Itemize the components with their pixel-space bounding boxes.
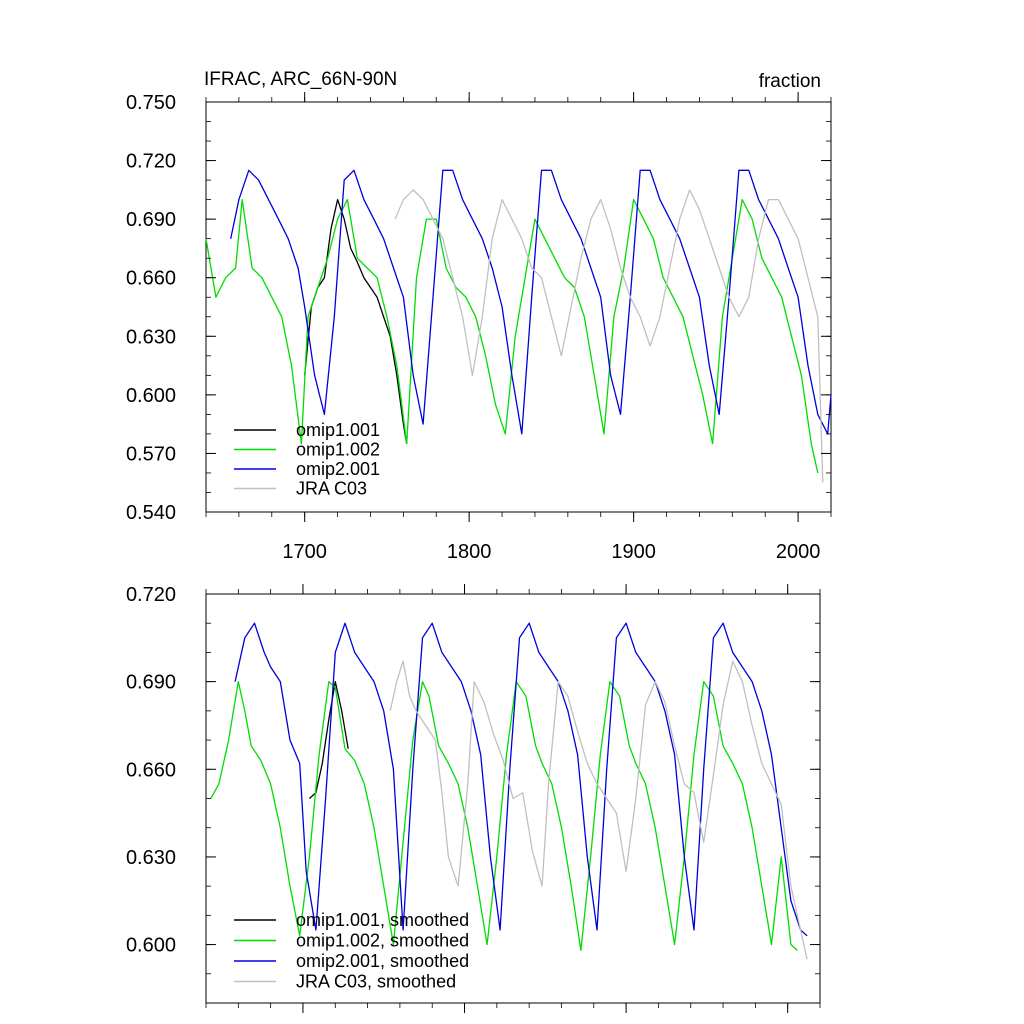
x-tick-label: 1700 [282,541,327,563]
series-line-omip1-001-smoothed [308,680,349,799]
plot-frame [205,101,832,513]
y-tick-label: 0.660 [126,759,176,781]
series-line-omip2-001-smoothed [234,622,808,937]
units-label: fraction [759,71,821,92]
y-tick-label: 0.750 [126,92,176,114]
legend-label: omip1.002 [296,440,380,460]
legend-label: omip1.001, smoothed [296,910,469,930]
bottom-panel: 0.600 0.630 0.660 0.690 0.720 omip1.001, smoo… [126,584,821,1013]
legend-label: omip1.001 [296,420,380,440]
y-tick-label: 0.600 [126,935,176,957]
series-line-jra-c03-smoothed [389,660,808,960]
x-tick-label: 1900 [611,541,656,563]
series-line-omip1-002-smoothed [210,680,798,952]
y-tick-label: 0.630 [126,326,176,348]
y-tick-label: 0.690 [126,672,176,694]
top-panel: 0.540 0.570 0.600 0.630 0.660 0.690 0.720 0.750… [126,69,832,563]
series-line-omip2-001 [230,169,832,435]
legend-label: JRA C03 [296,479,367,499]
legend-label: omip2.001 [296,459,380,479]
y-tick-label: 0.720 [126,151,176,173]
legend-label: JRA C03, smoothed [296,972,456,992]
y-tick-label: 0.600 [126,385,176,407]
y-tick-label: 0.570 [126,443,176,465]
y-tick-label: 0.630 [126,847,176,869]
legend-label: omip1.002, smoothed [296,931,469,951]
series-line-omip1-001 [304,198,408,444]
y-tick-label: 0.690 [126,209,176,231]
y-tick-label: 0.660 [126,268,176,290]
x-tick-label: 1800 [447,541,492,563]
x-tick-label: 2000 [776,541,821,563]
y-tick-label: 0.540 [126,502,176,524]
series-line-jra-c03 [394,189,824,483]
legend-label: omip2.001, smoothed [296,951,469,971]
series-line-omip1-002 [205,198,819,474]
y-tick-label: 0.720 [126,584,176,606]
chart-title: IFRAC, ARC_66N-90N [204,69,397,90]
